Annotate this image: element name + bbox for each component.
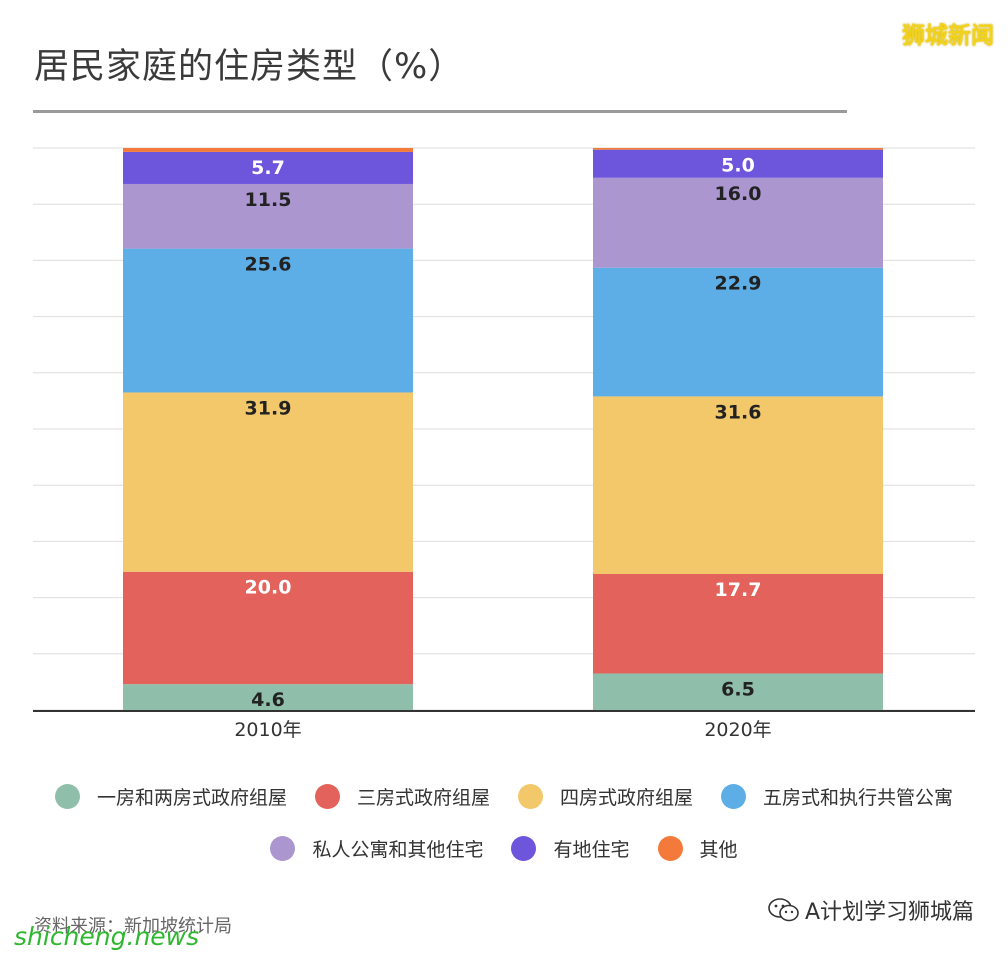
legend-label: 一房和两房式政府组屋 [96,786,287,809]
bar-segment [123,571,413,685]
wechat-icon [768,898,799,922]
legend-label: 三房式政府组屋 [356,786,490,809]
bar-segment [593,177,883,268]
data-label: 25.6 [245,254,292,276]
legend-item: 一房和两房式政府组屋 [54,783,287,810]
data-label: 16.0 [715,183,762,205]
bar-segment [593,673,883,710]
x-tick-label: 2010年 [234,719,301,741]
legend-label: 私人公寓和其他住宅 [312,838,484,861]
bar-segment [593,396,883,574]
bar-segment [593,149,883,178]
data-label: 31.6 [715,401,762,423]
legend-swatch [54,783,80,809]
bar-segment [123,684,413,710]
bar-segment [123,148,413,152]
data-label: 6.5 [721,678,755,700]
brand-watermark-top: 狮城新闻 [902,23,994,49]
bar-segment [123,151,413,184]
legend-swatch [270,835,296,861]
data-label: 5.7 [251,157,285,179]
data-label: 4.6 [251,689,285,711]
x-tick-label: 2020年 [704,719,771,741]
legend-swatch [518,783,543,809]
legend-item: 五房式和执行共管公寓 [721,783,953,810]
legend-swatch [721,783,747,809]
wechat-account-name: A计划学习狮城篇 [804,900,974,925]
stacked-bar-chart: 4.6 20.0 31.9 25.6 11.5 5.7 2010年 6.5 17.7 31.6 22… [33,147,975,741]
data-source-note: 资料来源：新加坡统计局 [34,916,232,937]
legend-swatch [314,783,340,809]
legend-label: 其他 [699,838,738,861]
wechat-account-badge: A计划学习狮城篇 [767,894,974,926]
legend-item: 有地住宅 [511,835,630,862]
data-label: 20.0 [245,577,292,599]
data-label: 31.9 [245,397,292,419]
legend-swatch [511,835,537,861]
legend-item: 三房式政府组屋 [314,783,490,810]
bar-segment [123,248,413,393]
legend-item: 四房式政府组屋 [518,783,693,810]
bar-segment [123,392,413,572]
legend-row: 私人公寓和其他住宅 有地住宅 其他 [0,822,1008,874]
chart-title: 居民家庭的住房类型（%） [34,47,465,87]
data-label: 5.0 [721,155,755,177]
bar-segment [593,573,883,674]
bar-segment [593,267,883,397]
legend-item: 私人公寓和其他住宅 [270,835,483,862]
data-label: 22.9 [715,273,762,295]
legend-swatch [657,835,683,861]
legend-item: 其他 [657,835,738,862]
legend-row: 一房和两房式政府组屋 三房式政府组屋 四房式政府组屋 五房式和执行共管公寓 [0,770,1008,822]
data-label: 17.7 [715,579,762,601]
title-divider [33,110,847,113]
legend-label: 有地住宅 [553,838,630,861]
bar-segment [123,183,413,249]
brand-watermark-bottom: shicheng.news [14,922,200,951]
legend-label: 五房式和执行共管公寓 [763,786,954,809]
data-label: 11.5 [245,189,292,211]
bar-segment [593,148,883,150]
chart-legend: 一房和两房式政府组屋 三房式政府组屋 四房式政府组屋 五房式和执行共管公寓 私人公寓和… [0,770,1008,874]
legend-label: 四房式政府组屋 [560,786,694,809]
